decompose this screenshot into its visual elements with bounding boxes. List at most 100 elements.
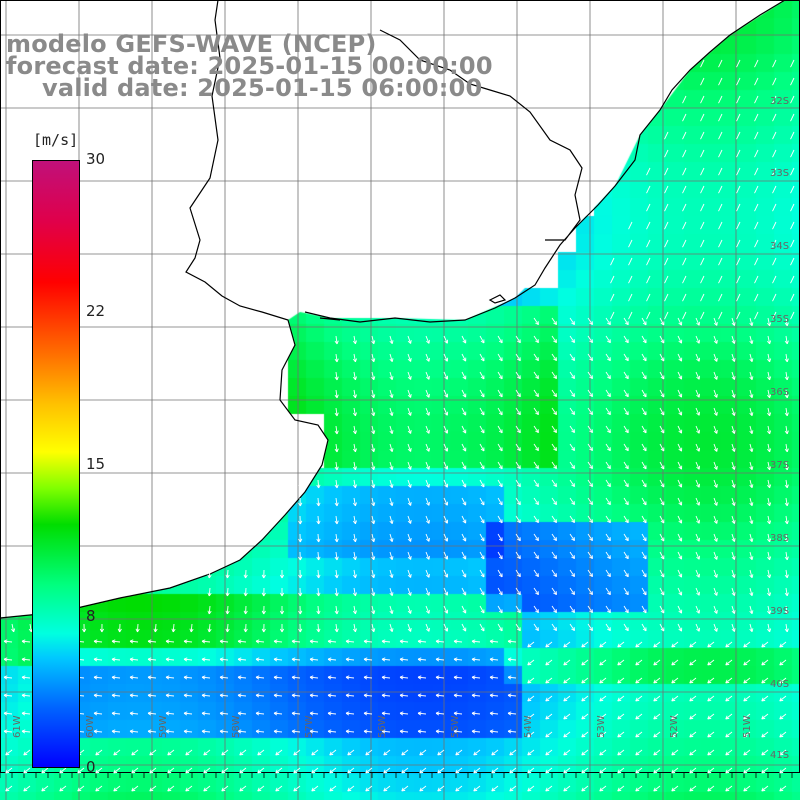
wind-arrow (255, 676, 265, 679)
wind-arrow (363, 694, 373, 697)
wind-arrow-head (363, 640, 368, 644)
wind-arrow-head (131, 771, 136, 774)
wind-arrow (21, 676, 31, 679)
wind-arrow (471, 676, 481, 679)
wind-arrow-head (371, 592, 375, 597)
wind-arrow-head (363, 694, 368, 698)
wind-arrow (772, 95, 777, 104)
wind-arrow-head (480, 448, 485, 452)
wind-arrow (653, 749, 661, 756)
wind-arrow (515, 551, 521, 559)
wind-arrow (761, 641, 769, 648)
wind-arrow (5, 785, 13, 792)
wind-arrow (533, 515, 539, 523)
wind-arrow-head (751, 448, 754, 452)
wind-arrow (563, 659, 571, 666)
wind-arrow-head (734, 412, 736, 416)
wind-arrow-head (599, 643, 602, 648)
wind-arrow-head (371, 340, 375, 345)
wind-arrow-head (545, 771, 550, 774)
wind-arrow-head (707, 787, 710, 792)
wind-arrow-head (203, 787, 206, 792)
wind-arrow-head (553, 592, 557, 596)
wind-arrow-head (327, 640, 332, 644)
wind-arrow (237, 694, 247, 697)
wind-arrow-head (707, 717, 712, 720)
wind-arrow-head (571, 556, 575, 560)
wind-arrow-head (743, 733, 746, 738)
wind-arrow (653, 677, 661, 684)
wind-arrow-head (93, 657, 98, 660)
wind-arrow (371, 605, 375, 614)
wind-arrow (695, 605, 700, 614)
wind-arrow-head (589, 628, 593, 632)
wind-arrow-head (767, 484, 771, 489)
wind-arrow-head (363, 639, 368, 642)
wind-arrow-head (784, 412, 788, 417)
wind-arrow-head (678, 484, 682, 488)
wind-arrow (425, 515, 430, 524)
wind-arrow-head (410, 376, 412, 380)
wind-arrow (641, 389, 647, 398)
wind-arrow-head (334, 394, 338, 399)
wind-arrow-head (462, 358, 466, 362)
wind-arrow (371, 587, 375, 596)
wind-arrow-head (563, 663, 568, 666)
wind-arrow (587, 371, 593, 379)
wind-arrow-head (237, 639, 242, 642)
wind-arrow-head (581, 735, 586, 738)
wind-arrow-head (689, 697, 692, 702)
wind-arrow-head (767, 520, 771, 525)
wind-arrow (237, 730, 247, 733)
wind-arrow (569, 461, 575, 469)
wind-arrow (664, 257, 669, 266)
wind-arrow-head (255, 639, 260, 642)
wind-arrow (497, 533, 503, 542)
wind-arrow-head (165, 675, 170, 678)
wind-arrow (239, 749, 247, 756)
wind-arrow (581, 785, 589, 792)
wind-arrow (551, 371, 557, 379)
wind-arrow-head (291, 639, 296, 642)
wind-arrow-head (417, 693, 422, 696)
wind-arrow-head (517, 412, 521, 416)
wind-arrow-head (471, 676, 476, 680)
wind-arrow-head (517, 628, 521, 632)
wind-arrow (533, 389, 539, 397)
wind-arrow-head (275, 751, 278, 756)
wind-arrow (21, 640, 31, 643)
wind-arrow (551, 335, 557, 343)
wind-arrow (731, 443, 735, 452)
wind-arrow-head (491, 751, 494, 756)
wind-arrow-head (352, 520, 356, 525)
wind-arrow (389, 479, 393, 488)
wind-arrow-head (3, 658, 8, 662)
wind-arrow-head (381, 712, 386, 716)
wind-arrow-head (624, 322, 629, 326)
wind-arrow-head (779, 751, 782, 756)
wind-arrow-head (95, 769, 98, 774)
wind-arrow (569, 353, 575, 361)
wind-arrow (335, 515, 338, 524)
wind-arrow (237, 658, 247, 661)
wind-arrow (461, 605, 467, 614)
wind-arrow-head (281, 628, 285, 633)
wind-arrow (695, 515, 700, 524)
wind-arrow-head (237, 640, 242, 644)
wind-arrow (407, 605, 412, 614)
wind-arrow (785, 335, 788, 344)
wind-arrow-head (334, 628, 338, 633)
wind-arrow-head (41, 787, 44, 792)
wind-arrow-head (767, 556, 771, 561)
wind-arrow (389, 461, 393, 470)
wind-arrow (677, 353, 682, 362)
wind-arrow-head (455, 769, 458, 774)
wind-arrow-head (334, 574, 338, 579)
wind-arrow-head (352, 430, 356, 435)
wind-arrow-head (391, 394, 394, 398)
wind-arrow (713, 443, 718, 452)
wind-arrow-head (535, 448, 539, 452)
wind-arrow (779, 677, 787, 684)
wind-arrow-head (749, 538, 753, 543)
wind-arrow (707, 677, 715, 684)
